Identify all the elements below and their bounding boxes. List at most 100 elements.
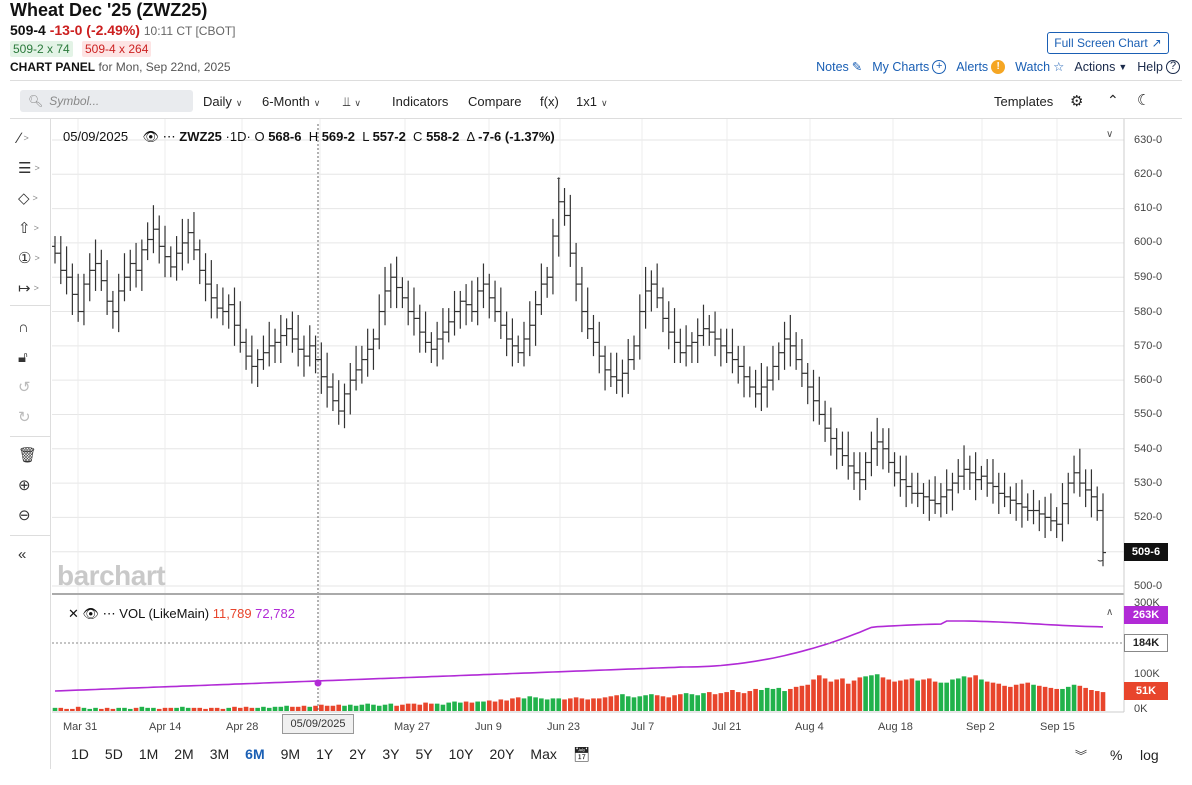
layout-dropdown[interactable]: 1x1 ∨ (576, 94, 608, 109)
price-tick: 500-0 (1134, 580, 1163, 592)
collapse-sidebar-icon[interactable]: « (18, 545, 27, 563)
chart-type-dropdown[interactable]: ⫫ ∨ (343, 94, 361, 110)
period-5d[interactable]: 5D (104, 746, 123, 762)
period-1d[interactable]: 1D (71, 746, 89, 762)
lock-icon[interactable]: 🔓︎ (18, 348, 28, 366)
volume-bar (510, 698, 515, 711)
legend-delta-label: Δ (466, 129, 475, 144)
help-link[interactable]: Help? (1137, 59, 1180, 74)
measure-glyph: ↦ (18, 280, 31, 297)
magnet-icon[interactable]: ∩ (18, 318, 29, 336)
watch-link[interactable]: Watch ☆ (1015, 59, 1064, 75)
actions-label: Actions (1074, 59, 1116, 74)
volume-bar (313, 705, 318, 711)
dark-mode-moon-icon[interactable]: ☾ (1137, 92, 1151, 109)
volume-bar (863, 676, 868, 711)
chart-panel-date: for Mon, Sep 22nd, 2025 (98, 60, 231, 74)
period-6m[interactable]: 6M (245, 746, 265, 762)
ohlc-bar (503, 311, 510, 357)
ohlc-bar (538, 263, 545, 315)
ohlc-bar (173, 236, 180, 281)
ohlc-bar (822, 400, 829, 442)
ohlc-bar (1059, 483, 1066, 542)
ohlc-bar (167, 246, 174, 278)
volume-bar (926, 678, 932, 711)
volume-chevron-up-icon[interactable]: ∧ (1106, 607, 1114, 618)
ohlc-bar (625, 338, 632, 394)
crosshair-dot (314, 679, 322, 687)
volume-bar (446, 702, 452, 711)
my-charts-link[interactable]: My Charts + (872, 59, 947, 74)
actions-menu[interactable]: Actions ▼ (1074, 60, 1127, 74)
notes-link[interactable]: Notes ✎ (816, 59, 862, 75)
arrow-up-glyph: ⇧ (18, 220, 31, 237)
period-9m[interactable]: 9M (280, 746, 301, 762)
more-dots-icon[interactable]: ⋯ (102, 606, 116, 621)
zoom-out-icon[interactable]: ⊖ (18, 507, 31, 524)
volume-bar (788, 688, 793, 711)
period-3y[interactable]: 3Y (382, 746, 400, 762)
trendline-tool-icon[interactable]: ∕ > (18, 127, 44, 149)
volume-bar (730, 690, 735, 711)
interval-dropdown[interactable]: Daily ∨ (203, 94, 243, 109)
redo-icon[interactable]: ↻ (18, 409, 31, 426)
undo-icon[interactable]: ↺ (18, 379, 31, 396)
legend-chevron-down-icon[interactable]: ∨ (1106, 129, 1114, 140)
ohlc-bar (486, 273, 493, 319)
period-10y[interactable]: 10Y (448, 746, 474, 762)
volume-bar (342, 705, 347, 711)
more-dots-icon[interactable]: ⋯ (162, 129, 176, 144)
templates-button[interactable]: Templates (994, 94, 1054, 109)
ohlc-bar (1065, 472, 1072, 525)
calendar-icon[interactable]: 📅︎ (572, 746, 591, 762)
period-2y[interactable]: 2Y (349, 746, 367, 762)
settings-gear-icon[interactable]: ⚙ (1070, 93, 1084, 110)
double-chevron-down-icon[interactable]: ︾ (1075, 749, 1088, 763)
arrow-tool-icon[interactable]: ⇧ > (18, 217, 44, 239)
fibonacci-tool-icon[interactable]: ☰ > (18, 157, 44, 179)
trash-icon[interactable]: 🗑︎ (18, 447, 38, 464)
ohlc-bar (254, 349, 261, 388)
measure-tool-icon[interactable]: ↦ > (18, 277, 44, 299)
percent-toggle[interactable]: % (1110, 747, 1123, 763)
ohlc-bar (584, 287, 591, 339)
ohlc-bar (897, 455, 904, 497)
volume-bar (382, 704, 388, 711)
full-screen-chart-button[interactable]: Full Screen Chart ↗ (1047, 32, 1169, 54)
alerts-link[interactable]: Alerts! (956, 59, 1006, 74)
period-2m[interactable]: 2M (174, 746, 194, 762)
shapes-tool-icon[interactable]: ◇ > (18, 187, 44, 209)
volume-bar (840, 678, 845, 711)
ohlc-bar (874, 417, 881, 466)
volume-bar (127, 708, 133, 711)
top-links: Notes ✎ My Charts + Alerts! Watch ☆ Actions… (816, 59, 1180, 74)
period-5y[interactable]: 5Y (415, 746, 433, 762)
ohlc-bar (196, 239, 203, 285)
ohlc-bar (92, 239, 99, 291)
fx-button[interactable]: f(x) (540, 94, 559, 109)
volume-bar (921, 679, 926, 711)
log-toggle[interactable]: log (1140, 747, 1159, 763)
annotation-tool-icon[interactable]: ① > (18, 247, 44, 269)
volume-bar (330, 705, 336, 711)
price-tick: 520-0 (1134, 511, 1163, 523)
zoom-in-icon[interactable]: ⊕ (18, 477, 31, 494)
symbol-search-input[interactable]: 🔍︎ Symbol... (20, 90, 193, 112)
period-3m[interactable]: 3M (209, 746, 230, 762)
compare-button[interactable]: Compare (468, 94, 522, 109)
period-1y[interactable]: 1Y (316, 746, 334, 762)
collapse-up-icon[interactable]: ⌃ (1107, 92, 1119, 108)
close-icon[interactable]: ✕ (68, 606, 79, 621)
period-max[interactable]: Max (530, 746, 557, 762)
ohlc-bar (1007, 486, 1014, 514)
ohlc-bar (526, 301, 533, 357)
period-20y[interactable]: 20Y (489, 746, 515, 762)
ohlc-bar (329, 373, 336, 412)
eye-icon[interactable]: 👁︎ (142, 129, 160, 144)
legend-high-label: H (308, 129, 319, 144)
range-dropdown[interactable]: 6-Month ∨ (262, 94, 320, 109)
indicators-button[interactable]: Indicators (392, 94, 449, 109)
period-1m[interactable]: 1M (138, 746, 159, 762)
eye-icon[interactable]: 👁︎ (82, 606, 100, 621)
